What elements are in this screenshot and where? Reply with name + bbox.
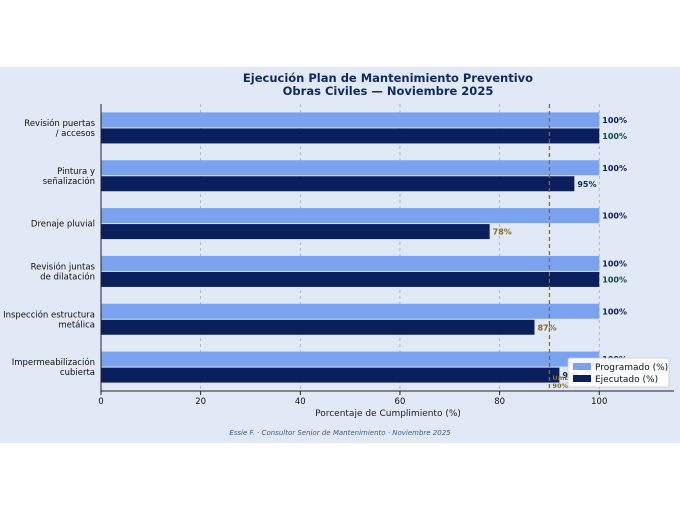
footer-credit: Essie F. · Consultor Senior de Mantenimi… <box>229 429 451 437</box>
data-label-programado: 100% <box>602 212 627 221</box>
legend-entry: Programado (%) <box>595 363 668 373</box>
category-label: Pintura y señalización <box>43 167 95 187</box>
x-tick-label: 80 <box>494 397 505 407</box>
bar-programado <box>101 255 600 271</box>
data-label-programado: 100% <box>602 307 627 316</box>
data-label-programado: 100% <box>602 116 627 125</box>
bar-programado <box>101 303 600 319</box>
bar-ejecutado <box>101 224 490 240</box>
bar-ejecutado <box>101 319 535 335</box>
data-label-ejecutado: 100% <box>602 132 627 141</box>
category-label: Inspección estructura metálica <box>3 309 95 330</box>
bar-programado <box>101 160 600 176</box>
category-label: Revisión juntas de dilatación <box>31 261 96 282</box>
x-axis-label: Porcentaje de Cumplimiento (%) <box>315 409 461 419</box>
legend-box <box>567 357 670 388</box>
data-label-programado: 100% <box>602 164 627 173</box>
bar-programado <box>101 351 600 367</box>
category-label: Drenaje pluvial <box>31 220 95 230</box>
bar-ejecutado <box>101 176 575 192</box>
chart-title: Ejecución Plan de Mantenimiento Preventi… <box>243 71 533 85</box>
bar-ejecutado <box>101 271 600 287</box>
data-label-programado: 100% <box>602 259 627 268</box>
bar-ejecutado <box>101 128 600 144</box>
x-tick-label: 60 <box>395 397 406 407</box>
x-tick-label: 0 <box>98 397 103 407</box>
data-label-ejecutado: 100% <box>602 275 627 284</box>
data-label-ejecutado: 78% <box>493 228 512 237</box>
bar-programado <box>101 112 600 128</box>
legend-swatch <box>573 363 591 370</box>
legend-entry: Ejecutado (%) <box>595 375 658 385</box>
x-tick-label: 20 <box>195 397 206 407</box>
threshold-label: Umbral 90% <box>552 374 579 390</box>
category-label: Revisión puertas / accesos <box>24 118 95 139</box>
bar-programado <box>101 208 600 224</box>
plot-area: 100% 100% Revisión puertas / accesos 100% 95%… <box>3 104 674 407</box>
data-label-ejecutado: 95% <box>577 180 596 189</box>
x-tick-label: 100 <box>591 397 607 407</box>
category-label: Impermeabilización cubierta <box>12 357 95 378</box>
legend-swatch <box>573 375 591 382</box>
bar-ejecutado <box>101 367 560 383</box>
chart-subtitle: Obras Civiles — Noviembre 2025 <box>283 84 494 98</box>
data-label-ejecutado: 87% <box>537 323 556 332</box>
x-tick-label: 40 <box>295 397 306 407</box>
